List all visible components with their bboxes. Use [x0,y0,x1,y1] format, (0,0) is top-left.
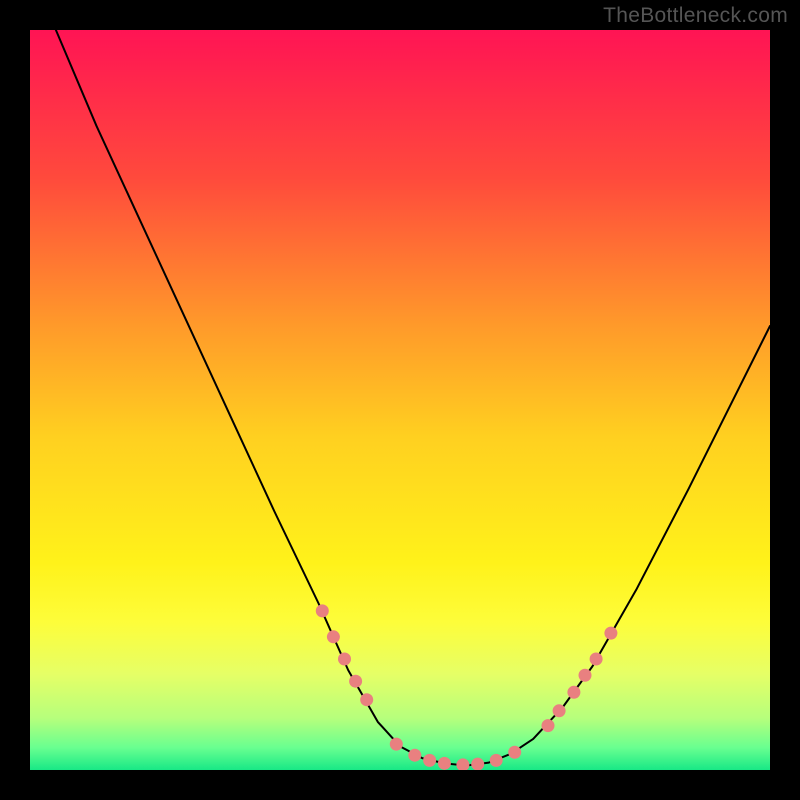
marker-dot [604,627,617,640]
chart-stage: TheBottleneck.com [0,0,800,800]
marker-dot [316,604,329,617]
marker-dot [338,653,351,666]
marker-dot [567,686,580,699]
bottleneck-chart [0,0,800,800]
watermark-text: TheBottleneck.com [603,4,788,28]
marker-dot [579,669,592,682]
marker-dot [542,719,555,732]
marker-dot [471,758,484,771]
marker-dot [438,757,451,770]
marker-dot [590,653,603,666]
marker-dot [508,746,521,759]
marker-dot [360,693,373,706]
marker-dot [490,754,503,767]
marker-dot [423,754,436,767]
marker-dot [327,630,340,643]
marker-dot [553,704,566,717]
marker-dot [408,749,421,762]
marker-dot [390,738,403,751]
plot-background [30,30,770,770]
marker-dot [456,758,469,771]
marker-dot [349,675,362,688]
